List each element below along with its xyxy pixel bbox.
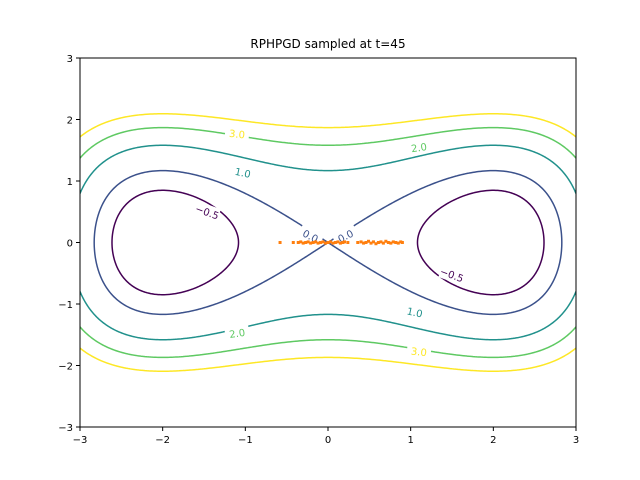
sample-point <box>326 241 330 244</box>
y-tick-label: 1 <box>67 177 73 188</box>
contour-label: 3.0 <box>410 347 427 360</box>
contour-label: 1.0 <box>234 167 252 181</box>
contour-line-0 <box>93 169 563 316</box>
sample-point <box>291 241 295 244</box>
sample-point <box>299 240 303 244</box>
sample-point <box>343 240 347 244</box>
sample-point <box>386 241 390 244</box>
contour-label: −0.5 <box>193 204 220 223</box>
sample-point <box>362 241 366 245</box>
contour-label-bg <box>193 201 221 223</box>
y-tick-label: 2 <box>67 116 73 127</box>
contour-layer <box>80 113 576 372</box>
sample-point <box>396 241 400 245</box>
sample-point <box>389 241 393 245</box>
sample-point <box>316 241 320 245</box>
scatter-layer <box>278 239 404 246</box>
sample-point <box>369 241 373 245</box>
sample-point <box>400 241 404 244</box>
contour-label: 1.0 <box>406 306 424 320</box>
sample-point <box>371 240 375 244</box>
sample-point <box>384 239 388 243</box>
sample-point <box>346 241 350 244</box>
sample-point <box>324 241 328 245</box>
sample-point <box>376 241 380 244</box>
sample-point <box>319 241 323 244</box>
sample-point <box>311 241 315 244</box>
contour-label-bg <box>224 324 250 342</box>
x-tick-label: 0 <box>325 435 331 446</box>
y-tick-label: −1 <box>58 300 73 311</box>
contour-label: 2.0 <box>229 328 246 341</box>
sample-point <box>338 241 342 245</box>
sample-point <box>356 241 360 244</box>
sample-point <box>394 241 398 244</box>
y-tick-label: 0 <box>67 239 73 250</box>
sample-point <box>331 241 335 245</box>
sample-point <box>321 240 325 244</box>
contour-label-bg <box>296 224 325 248</box>
chart-title: RPHPGD sampled at t=45 <box>250 37 405 51</box>
tick-layer: −3 −2 −1 0 1 2 3 −3 −2 −1 0 1 2 3 <box>58 54 579 446</box>
sample-point <box>304 241 308 244</box>
sample-point <box>278 241 282 244</box>
contour-label-bg <box>401 302 428 322</box>
contour-label-bg <box>406 138 432 156</box>
contour-label-layer: 3.02.01.0−0.50.0 0.0−0.51.02.03.0 <box>193 125 466 360</box>
sample-point <box>333 241 337 244</box>
sample-point <box>367 239 371 243</box>
sample-point <box>374 242 378 246</box>
contour-line--0-5 <box>111 189 545 296</box>
contour-line-3 <box>80 113 576 372</box>
x-tick-label: −2 <box>155 435 170 446</box>
sample-point <box>301 241 305 245</box>
y-tick-label: 3 <box>67 54 73 65</box>
contour-label-bg <box>224 125 250 142</box>
x-tick-label: 3 <box>573 435 579 446</box>
y-tick-label: −3 <box>58 423 73 434</box>
sample-point <box>399 240 403 244</box>
sample-point <box>309 241 313 245</box>
sample-point <box>341 241 345 244</box>
sample-point <box>359 240 363 244</box>
y-tick-label: −2 <box>58 362 73 373</box>
contour-label-bg <box>438 263 466 286</box>
contour-label: 3.0 <box>228 129 245 142</box>
contour-label: −0.5 <box>438 267 465 286</box>
contour-line-2 <box>80 126 576 359</box>
sample-point <box>364 241 368 244</box>
contour-label: 2.0 <box>411 142 428 155</box>
sample-point <box>336 240 340 244</box>
sample-point <box>391 240 395 244</box>
x-tick-label: 2 <box>490 435 496 446</box>
contour-label-bg <box>406 343 432 360</box>
sample-point <box>381 241 385 245</box>
x-tick-label: −1 <box>238 435 253 446</box>
sample-point <box>296 241 300 244</box>
sample-point <box>328 240 332 244</box>
sample-point <box>306 240 310 244</box>
sample-point <box>314 240 318 244</box>
x-tick-label: 1 <box>407 435 413 446</box>
sample-point <box>379 240 383 244</box>
x-tick-label: −3 <box>73 435 88 446</box>
contour-label-bg <box>229 163 257 182</box>
